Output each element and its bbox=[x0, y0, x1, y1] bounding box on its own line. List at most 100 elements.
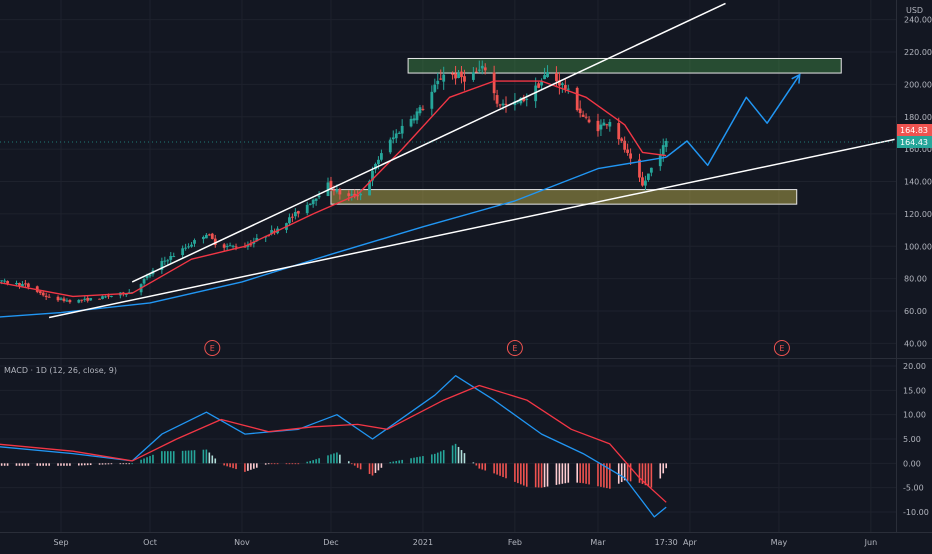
candle-body bbox=[472, 72, 475, 80]
histogram-bar bbox=[330, 454, 332, 463]
histogram-bar bbox=[559, 463, 561, 484]
candle-body bbox=[104, 296, 107, 297]
candle-body bbox=[505, 104, 508, 105]
histogram-bar bbox=[229, 463, 231, 467]
histogram-bar bbox=[48, 463, 50, 465]
candle-body bbox=[69, 300, 72, 302]
histogram-bar bbox=[603, 463, 605, 487]
candle-body bbox=[422, 109, 425, 110]
candle-body bbox=[475, 72, 478, 73]
histogram-bar bbox=[600, 463, 602, 487]
histogram-bar bbox=[585, 463, 587, 483]
histogram-bar bbox=[514, 463, 516, 482]
candle-body bbox=[597, 121, 600, 131]
candle bbox=[576, 86, 579, 111]
candle-body bbox=[579, 109, 582, 114]
candle-body bbox=[380, 153, 383, 160]
candle-body bbox=[561, 83, 564, 85]
histogram-bar bbox=[69, 463, 71, 465]
histogram-bar bbox=[212, 456, 214, 464]
histogram-bar bbox=[517, 463, 519, 483]
histogram-bar bbox=[665, 463, 667, 468]
histogram-bar bbox=[333, 453, 335, 463]
histogram-bar bbox=[556, 463, 558, 485]
histogram-bar bbox=[651, 463, 653, 487]
price-tick-label: 100.00 bbox=[904, 242, 932, 251]
histogram-bar bbox=[476, 463, 478, 465]
histogram-bar bbox=[452, 445, 454, 463]
candle-body bbox=[478, 70, 481, 71]
histogram-bar bbox=[381, 463, 383, 467]
histogram-bar bbox=[191, 450, 193, 463]
candle-body bbox=[626, 150, 629, 153]
price-tick-label: 180.00 bbox=[904, 113, 932, 122]
histogram-bar bbox=[579, 463, 581, 483]
candle-body bbox=[15, 283, 18, 284]
currency-label[interactable]: USD bbox=[906, 6, 923, 15]
histogram-bar bbox=[547, 463, 549, 486]
histogram-bar bbox=[357, 463, 359, 467]
histogram-bar bbox=[256, 463, 258, 467]
support-zone bbox=[331, 190, 797, 205]
candle-body bbox=[336, 189, 339, 191]
candle-body bbox=[377, 160, 380, 164]
candle-body bbox=[0, 280, 3, 281]
macd-indicator-title[interactable]: MACD · 1D (12, 26, close, 9) bbox=[4, 366, 117, 375]
histogram-bar bbox=[437, 453, 439, 464]
histogram-bar bbox=[351, 463, 353, 464]
candle-body bbox=[223, 244, 226, 247]
candle-body bbox=[665, 141, 668, 147]
candle-body bbox=[166, 260, 169, 261]
candle-body bbox=[481, 66, 484, 69]
price-tick-label: 40.00 bbox=[904, 339, 927, 348]
histogram-bar bbox=[123, 463, 125, 464]
histogram-bar bbox=[214, 458, 216, 463]
candle-body bbox=[389, 140, 392, 153]
price-tick-label: 240.00 bbox=[904, 16, 932, 25]
histogram-bar bbox=[354, 463, 356, 465]
histogram-bar bbox=[265, 463, 267, 464]
macd-tick-label: -10.00 bbox=[903, 508, 929, 517]
candle-body bbox=[184, 248, 187, 249]
candle-body bbox=[187, 246, 190, 247]
histogram-bar bbox=[45, 463, 47, 465]
candle-body bbox=[226, 246, 229, 247]
histogram-bar bbox=[434, 454, 436, 463]
candle-body bbox=[439, 79, 442, 80]
histogram-bar bbox=[209, 453, 211, 464]
histogram-bar bbox=[484, 463, 486, 470]
histogram-bar bbox=[398, 460, 400, 463]
time-tick-label: Mar bbox=[590, 538, 606, 547]
candle-body bbox=[419, 107, 422, 113]
histogram-bar bbox=[1, 463, 3, 465]
histogram-bar bbox=[4, 463, 6, 465]
candle-body bbox=[107, 296, 110, 297]
earnings-marker-label: E bbox=[512, 344, 517, 353]
histogram-bar bbox=[206, 450, 208, 464]
histogram-bar bbox=[327, 455, 329, 463]
candle-body bbox=[401, 126, 404, 134]
candle-body bbox=[232, 246, 235, 247]
candle-body bbox=[24, 283, 27, 284]
histogram-bar bbox=[455, 444, 457, 463]
candle-body bbox=[347, 193, 350, 196]
histogram-bar bbox=[378, 463, 380, 470]
candle-body bbox=[576, 88, 579, 110]
histogram-bar bbox=[481, 463, 483, 469]
histogram-bar bbox=[105, 463, 107, 464]
candle-body bbox=[629, 153, 632, 158]
histogram-bar bbox=[152, 455, 154, 464]
price-tick-label: 140.00 bbox=[904, 178, 932, 187]
histogram-bar bbox=[286, 463, 288, 464]
histogram-bar bbox=[102, 463, 104, 464]
histogram-bar bbox=[659, 463, 661, 478]
earnings-marker-label: E bbox=[779, 344, 784, 353]
histogram-bar bbox=[473, 462, 475, 463]
histogram-bar bbox=[493, 463, 495, 473]
candle-body bbox=[620, 138, 623, 140]
candle-body bbox=[211, 234, 214, 239]
histogram-bar bbox=[247, 463, 249, 470]
